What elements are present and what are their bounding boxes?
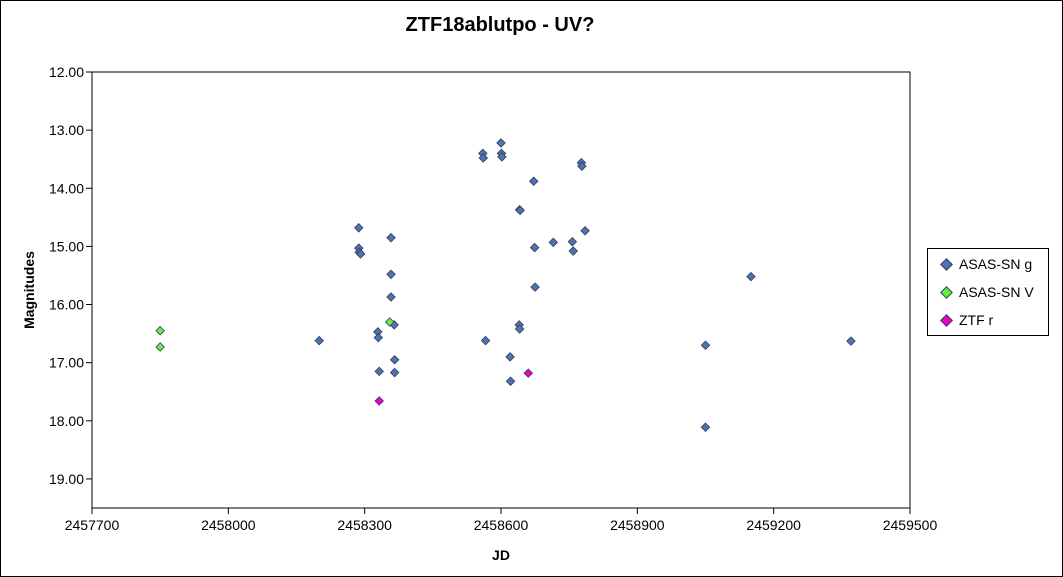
point-asas-sn-v	[384, 317, 395, 327]
y-axis: 12.00 13.00 14.00 15.00 16.00 17.00 18.00 19.00	[49, 64, 92, 487]
y-tick-label: 14.00	[49, 180, 84, 196]
point-asas-sn-g	[314, 335, 324, 346]
x-tick-label: 2459500	[883, 517, 938, 533]
point-asas-sn-g	[374, 366, 384, 377]
legend-label-asas-sn-v: ASAS-SN V	[959, 284, 1034, 300]
x-tick-label: 2457700	[65, 517, 120, 533]
point-ztf-r	[523, 368, 534, 378]
point-asas-sn-g	[496, 138, 506, 148]
point-asas-sn-g	[355, 249, 366, 259]
legend-marker-ztf-r	[940, 313, 953, 327]
point-asas-sn-v	[155, 325, 165, 336]
point-asas-sn-g	[700, 340, 711, 350]
point-asas-sn-g	[577, 161, 587, 171]
x-tick-label: 2458300	[337, 517, 392, 533]
point-asas-sn-v	[155, 342, 165, 352]
point-asas-sn-g	[478, 153, 489, 163]
point-asas-sn-g	[746, 271, 756, 282]
data-points	[155, 138, 856, 432]
point-asas-sn-g	[515, 205, 525, 216]
legend-item-ztf-r: ZTF r	[940, 311, 994, 329]
legend-item-asas-sn-v: ASAS-SN V	[940, 283, 1034, 301]
point-asas-sn-g	[568, 246, 579, 256]
x-tick-label: 2458000	[201, 517, 256, 533]
legend-label-ztf-r: ZTF r	[959, 312, 994, 328]
y-tick-label: 18.00	[49, 413, 84, 429]
point-asas-sn-g	[567, 236, 578, 247]
point-asas-sn-g	[373, 332, 384, 343]
y-tick-label: 13.00	[49, 122, 84, 138]
point-asas-sn-g	[514, 324, 525, 334]
x-tick-label: 2458900	[610, 517, 665, 533]
point-asas-sn-g	[548, 237, 559, 248]
y-tick-label: 17.00	[49, 355, 84, 371]
point-asas-sn-g	[846, 336, 856, 346]
y-tick-label: 12.00	[49, 64, 84, 80]
y-axis-title: Magnitudes	[21, 251, 37, 329]
point-asas-sn-g	[389, 354, 400, 365]
point-asas-sn-g	[389, 367, 400, 378]
legend-marker-asas-sn-g	[940, 257, 953, 271]
point-asas-sn-g	[480, 335, 491, 346]
x-tick-label: 2459200	[746, 517, 801, 533]
chart-title: ZTF18ablutpo - UV?	[405, 14, 595, 36]
x-tick-label: 2458600	[474, 517, 529, 533]
point-asas-sn-g	[528, 176, 539, 187]
y-tick-label: 15.00	[49, 238, 84, 254]
point-asas-sn-g	[529, 242, 540, 253]
legend-marker-asas-sn-v	[940, 285, 953, 299]
plot-area	[91, 71, 911, 509]
legend: ASAS-SN g ASAS-SN V ZTF r	[927, 248, 1049, 336]
point-asas-sn-g	[353, 223, 364, 233]
point-asas-sn-g	[700, 422, 711, 432]
point-asas-sn-g	[530, 282, 540, 292]
point-asas-sn-g	[497, 152, 507, 162]
y-tick-label: 19.00	[49, 471, 84, 487]
point-asas-sn-g	[505, 352, 515, 362]
legend-label-asas-sn-g: ASAS-SN g	[959, 256, 1033, 272]
y-tick-label: 16.00	[49, 297, 84, 313]
x-axis: 2457700 2458000 2458300 2458600 2458900 24592…	[65, 508, 938, 533]
point-asas-sn-g	[386, 232, 396, 243]
legend-item-asas-sn-g: ASAS-SN g	[940, 255, 1033, 273]
x-axis-title: JD	[492, 547, 510, 563]
point-asas-sn-g	[505, 376, 516, 387]
point-ztf-r	[374, 396, 384, 406]
point-asas-sn-g	[386, 292, 396, 302]
point-asas-sn-g	[386, 269, 396, 280]
point-asas-sn-g	[580, 225, 590, 236]
